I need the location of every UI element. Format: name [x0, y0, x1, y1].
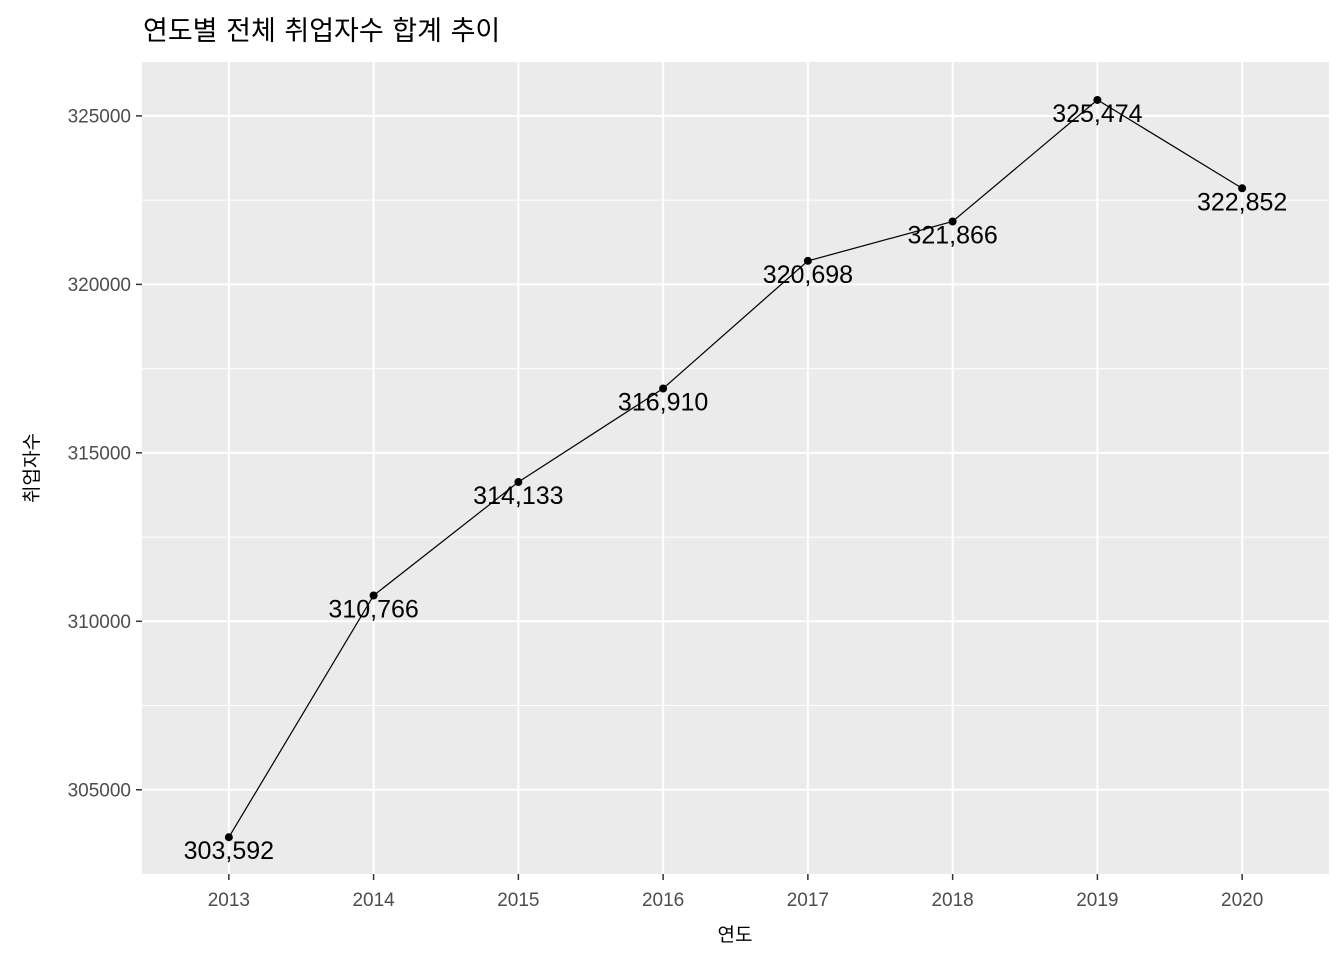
data-point	[659, 384, 668, 393]
data-label: 310,766	[328, 595, 418, 623]
data-point	[948, 217, 957, 226]
x-tick-label: 2016	[642, 890, 684, 911]
data-point	[1238, 184, 1247, 193]
x-tick-label: 2014	[352, 890, 395, 911]
data-label: 325,474	[1052, 100, 1142, 128]
x-axis: 2013 2014 2015 2016 2017 2018 2019 2020	[208, 874, 1263, 911]
data-point	[224, 833, 233, 842]
grid-minor	[142, 199, 1329, 707]
plot-panel	[142, 62, 1329, 874]
y-tick-label: 320000	[68, 275, 131, 296]
data-label: 322,852	[1197, 188, 1287, 216]
data-label: 321,866	[907, 222, 997, 250]
x-tick-label: 2018	[931, 890, 973, 911]
data-labels: 303,592 310,766 314,133 316,910 320,698 321,8…	[184, 100, 1288, 865]
data-point	[1093, 95, 1102, 104]
x-tick-label: 2017	[787, 890, 829, 911]
data-point	[803, 256, 812, 265]
x-tick-label: 2019	[1076, 890, 1118, 911]
y-tick-label: 325000	[68, 106, 131, 127]
grid-major	[142, 62, 1329, 874]
data-label: 316,910	[618, 388, 708, 416]
x-tick-label: 2020	[1221, 890, 1263, 911]
x-tick-label: 2015	[497, 890, 539, 911]
y-tick-label: 310000	[68, 612, 131, 633]
y-tick-label: 305000	[68, 780, 131, 801]
chart-title: 연도별 전체 취업자수 합계 추이	[143, 16, 500, 47]
y-tick-label: 315000	[68, 443, 131, 464]
data-point	[369, 591, 378, 600]
x-tick-label: 2013	[208, 890, 250, 911]
data-label: 314,133	[473, 482, 563, 510]
y-axis: 305000 310000 315000 320000 325000	[68, 106, 142, 801]
x-axis-title: 연도	[718, 924, 753, 946]
data-point	[514, 478, 523, 487]
series-line-path	[228, 99, 1243, 838]
data-label: 320,698	[763, 261, 853, 289]
series-line	[228, 99, 1243, 838]
y-axis-title: 취업자수	[21, 433, 43, 503]
data-label: 303,592	[184, 837, 274, 865]
series-points	[224, 95, 1247, 842]
